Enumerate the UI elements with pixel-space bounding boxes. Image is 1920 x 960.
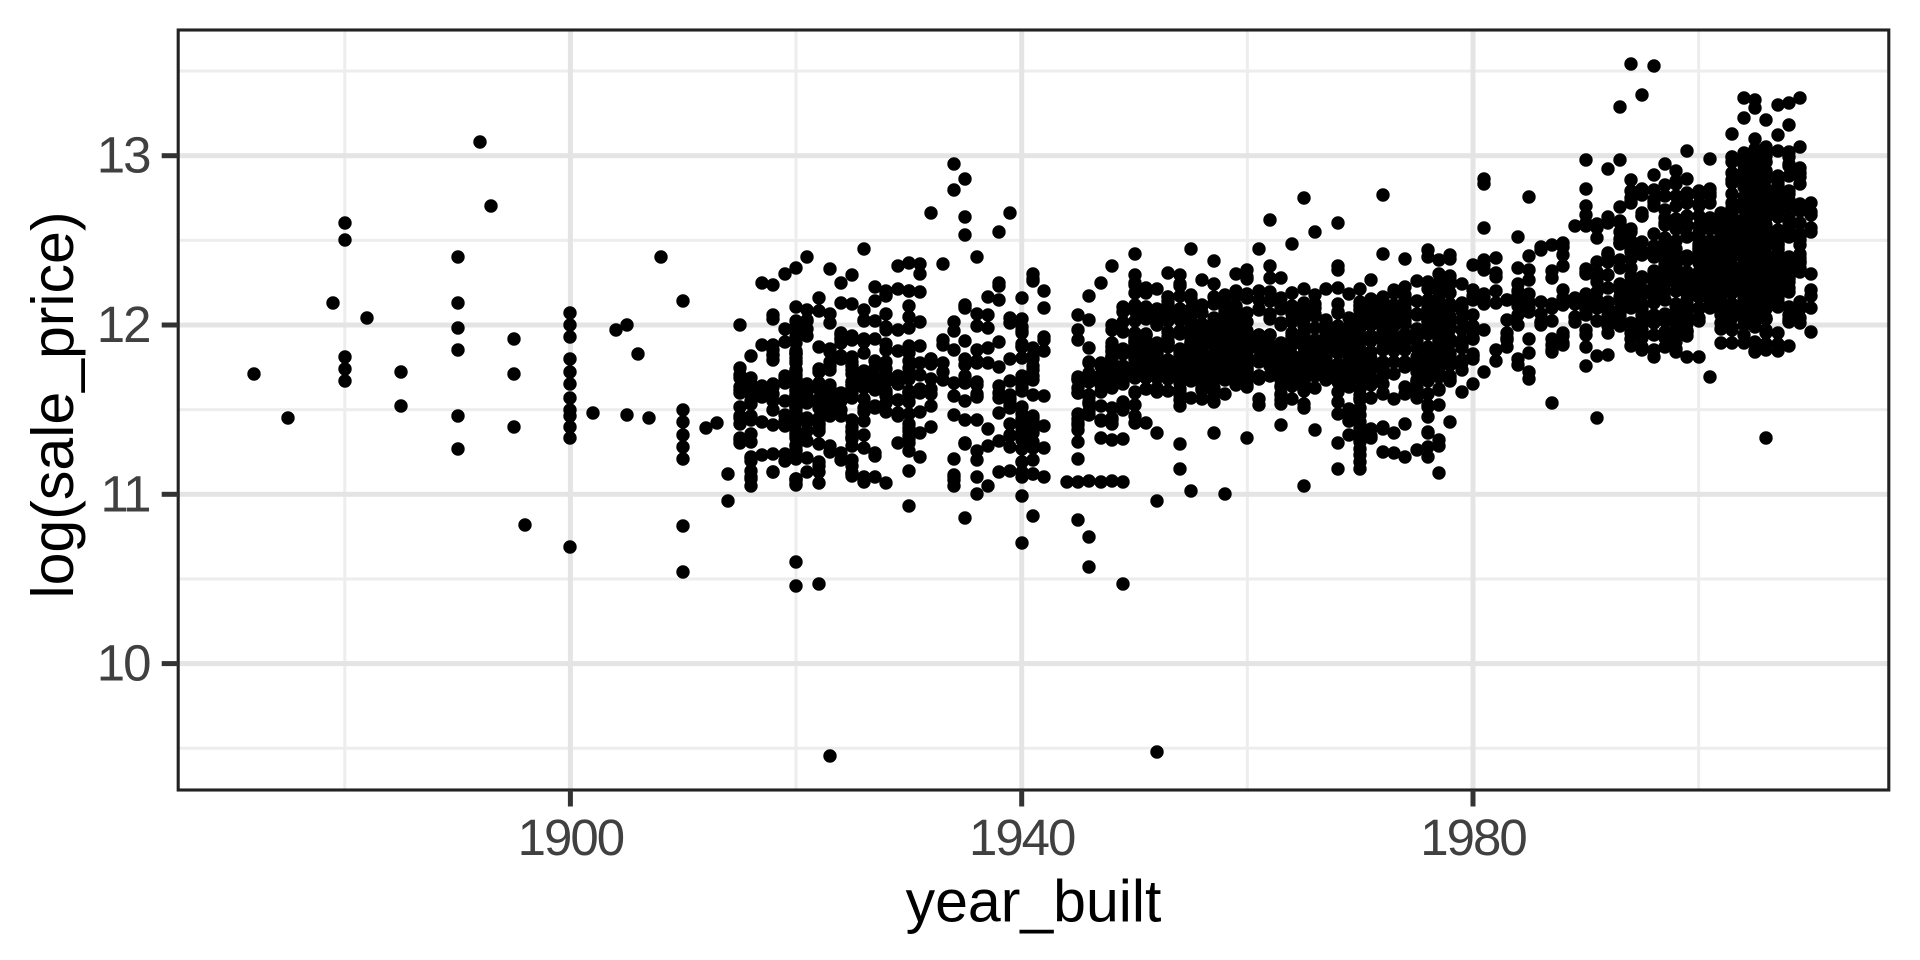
svg-text:13: 13: [97, 127, 150, 184]
svg-text:year_built: year_built: [906, 869, 1162, 935]
svg-text:10: 10: [97, 635, 150, 692]
svg-text:12: 12: [97, 296, 150, 353]
svg-text:1900: 1900: [518, 809, 624, 866]
svg-text:11: 11: [101, 465, 150, 522]
svg-text:1980: 1980: [1420, 809, 1526, 866]
svg-text:1940: 1940: [969, 809, 1075, 866]
svg-text:log(sale_price): log(sale_price): [20, 212, 86, 599]
